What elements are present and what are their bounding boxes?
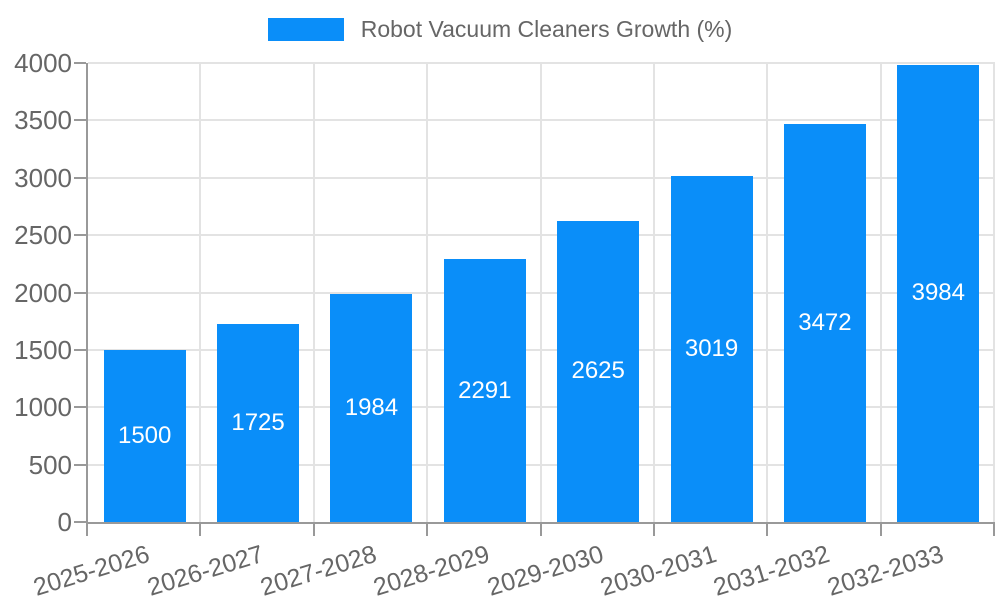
gridline-horizontal (88, 348, 995, 351)
gridline-horizontal (88, 291, 995, 294)
x-tick-label: 2030-2031 (597, 540, 720, 602)
bar: 3019 (670, 175, 753, 522)
y-axis-tick (74, 176, 86, 179)
legend-swatch (267, 17, 344, 41)
plot-area: 0 500 1000 1500 2000 2500 3000 3500 4000 1500 2025… (14, 49, 995, 602)
y-tick-label: 1500 (14, 334, 72, 365)
gridline-horizontal (88, 463, 995, 466)
gridline-horizontal (88, 234, 995, 237)
x-axis-tick (993, 524, 995, 536)
y-tick-label: 2500 (14, 220, 72, 251)
y-axis-tick (74, 291, 86, 294)
legend: Robot Vacuum Cleaners Growth (%) (0, 16, 1000, 42)
bar: 2291 (443, 259, 526, 522)
gridline-vertical (993, 63, 995, 522)
x-axis-tick (652, 524, 655, 536)
bar-value-label: 1725 (231, 409, 285, 437)
gridline-horizontal (88, 119, 995, 122)
x-axis-tick (312, 524, 315, 536)
gridline-horizontal (88, 406, 995, 409)
x-tick-label: 2028-2029 (370, 540, 493, 602)
y-tick-label: 3500 (14, 105, 72, 136)
bar-value-label: 1984 (344, 394, 399, 422)
y-axis-tick (74, 521, 86, 523)
gridline-horizontal (88, 62, 995, 64)
x-axis-tick (86, 524, 88, 536)
x-axis-tick (539, 524, 542, 536)
bar: 3984 (897, 64, 980, 522)
bar-value-label: 3019 (684, 334, 739, 362)
x-tick-label: 2031-2032 (710, 540, 834, 602)
x-axis-tick (879, 524, 882, 536)
y-axis-tick (74, 62, 86, 64)
y-tick-label: 2000 (14, 277, 72, 308)
x-tick-label: 2027-2028 (257, 540, 380, 602)
gridline-vertical (199, 63, 202, 522)
y-tick-label: 1000 (14, 392, 72, 423)
gridline-vertical (426, 63, 429, 522)
y-axis-tick (74, 348, 86, 351)
gridline-horizontal (88, 176, 995, 179)
x-axis-tick (766, 524, 769, 536)
bar: 1500 (103, 349, 186, 522)
x-axis-tick (426, 524, 429, 536)
gridline-vertical (766, 63, 769, 522)
legend-label: Robot Vacuum Cleaners Growth (%) (360, 16, 733, 42)
bar-value-label: 1500 (117, 421, 172, 449)
y-tick-label: 4000 (14, 48, 72, 78)
x-tick-label: 2026-2027 (143, 540, 267, 602)
gridline-vertical (879, 63, 882, 522)
x-tick-label: 2029-2030 (483, 540, 607, 602)
y-axis-tick (74, 119, 86, 122)
bar-value-label: 2291 (458, 376, 512, 404)
bar-value-label: 3472 (798, 308, 852, 336)
gridline-vertical (539, 63, 542, 522)
x-axis-tick (199, 524, 202, 536)
bar: 1984 (330, 294, 413, 522)
bar-value-label: 3984 (911, 279, 965, 307)
y-axis-tick (74, 406, 86, 409)
bar-value-label: 2625 (571, 357, 625, 385)
y-tick-label: 0 (57, 507, 72, 537)
bar: 3472 (783, 123, 866, 522)
y-tick-label: 3000 (14, 162, 72, 193)
x-tick-label: 2032-2033 (823, 540, 947, 602)
bar: 1725 (217, 324, 300, 522)
y-tick-label: 500 (28, 449, 72, 480)
y-axis-tick (74, 463, 86, 466)
x-tick-label: 2025-2026 (30, 540, 153, 602)
bar: 2625 (557, 220, 640, 522)
y-axis-tick (74, 234, 86, 237)
gridline-vertical (312, 63, 315, 522)
gridline-vertical (652, 63, 655, 522)
